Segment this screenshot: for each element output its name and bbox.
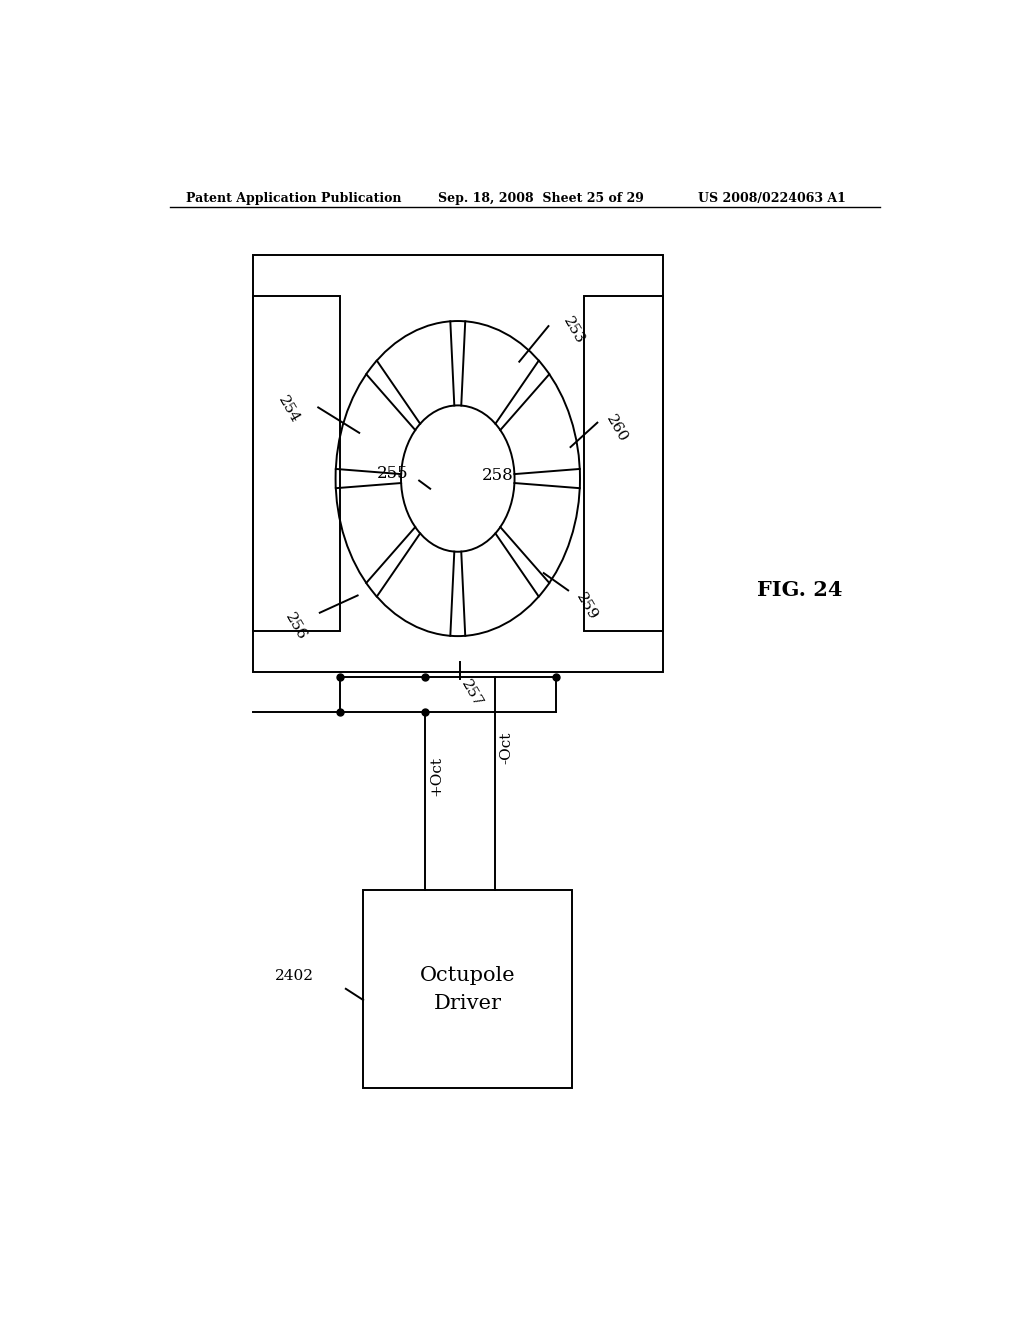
Text: US 2008/0224063 A1: US 2008/0224063 A1: [698, 191, 846, 205]
Text: 256: 256: [283, 611, 309, 643]
Text: 254: 254: [274, 393, 301, 425]
Bar: [584, 296, 663, 631]
Text: +Oct: +Oct: [429, 756, 443, 796]
Text: FIG. 24: FIG. 24: [758, 581, 843, 601]
Text: 257: 257: [459, 678, 485, 710]
Text: Octupole
Driver: Octupole Driver: [420, 966, 515, 1012]
Text: Patent Application Publication: Patent Application Publication: [185, 191, 401, 205]
Text: 255: 255: [377, 465, 409, 482]
Text: 253: 253: [560, 314, 587, 346]
Bar: [253, 255, 663, 672]
Bar: [364, 890, 572, 1089]
Text: 260: 260: [603, 413, 631, 445]
Text: 2402: 2402: [274, 969, 313, 982]
Bar: [253, 296, 340, 631]
Text: 258: 258: [482, 467, 514, 484]
Text: -Oct: -Oct: [500, 731, 514, 764]
Text: 259: 259: [573, 590, 600, 623]
Text: Sep. 18, 2008  Sheet 25 of 29: Sep. 18, 2008 Sheet 25 of 29: [438, 191, 644, 205]
